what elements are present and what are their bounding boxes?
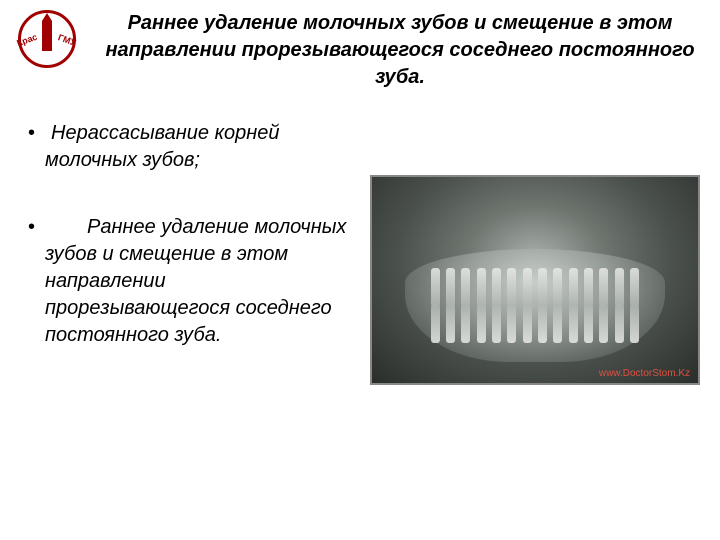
bullet-marker-icon: • — [28, 120, 35, 174]
tooth-icon — [615, 268, 624, 306]
tooth-icon — [477, 268, 486, 306]
tooth-icon — [446, 305, 455, 343]
tooth-icon — [523, 305, 532, 343]
tooth-icon — [492, 305, 501, 343]
teeth-lower-row — [431, 305, 640, 343]
tooth-icon — [461, 268, 470, 306]
slide-title: Раннее удаление молочных зубов и смещени… — [100, 10, 700, 91]
logo-text-right: ГМУ — [46, 28, 87, 51]
list-item: • Нерассасывание корней молочных зубов; — [28, 120, 348, 174]
tooth-icon — [630, 305, 639, 343]
tooth-icon — [553, 305, 562, 343]
tooth-icon — [431, 305, 440, 343]
tooth-icon — [477, 305, 486, 343]
tooth-icon — [507, 268, 516, 306]
tooth-icon — [630, 268, 639, 306]
tooth-icon — [461, 305, 470, 343]
tooth-icon — [538, 305, 547, 343]
bullet-marker-icon: • — [28, 214, 35, 349]
tooth-icon — [446, 268, 455, 306]
tooth-icon — [431, 268, 440, 306]
tooth-icon — [553, 268, 562, 306]
tooth-icon — [538, 268, 547, 306]
tooth-icon — [599, 268, 608, 306]
teeth-upper-row — [431, 268, 640, 306]
bullet-text: Нерассасывание корней молочных зубов; — [45, 120, 348, 174]
tooth-icon — [507, 305, 516, 343]
xray-image: www.DoctorStom.Kz — [370, 175, 700, 385]
tooth-icon — [569, 268, 578, 306]
tooth-icon — [523, 268, 532, 306]
tooth-icon — [569, 305, 578, 343]
tooth-icon — [615, 305, 624, 343]
university-logo: Крас ГМУ — [18, 10, 76, 68]
image-watermark: www.DoctorStom.Kz — [599, 368, 690, 379]
bullet-text: Раннее удаление молочных зубов и смещени… — [45, 214, 348, 349]
tooth-icon — [584, 305, 593, 343]
logo-ring: Крас ГМУ — [18, 10, 76, 68]
tooth-icon — [599, 305, 608, 343]
bullet-list: • Нерассасывание корней молочных зубов; … — [28, 120, 348, 389]
list-item: • Раннее удаление молочных зубов и смеще… — [28, 214, 348, 349]
tooth-icon — [492, 268, 501, 306]
tooth-icon — [584, 268, 593, 306]
